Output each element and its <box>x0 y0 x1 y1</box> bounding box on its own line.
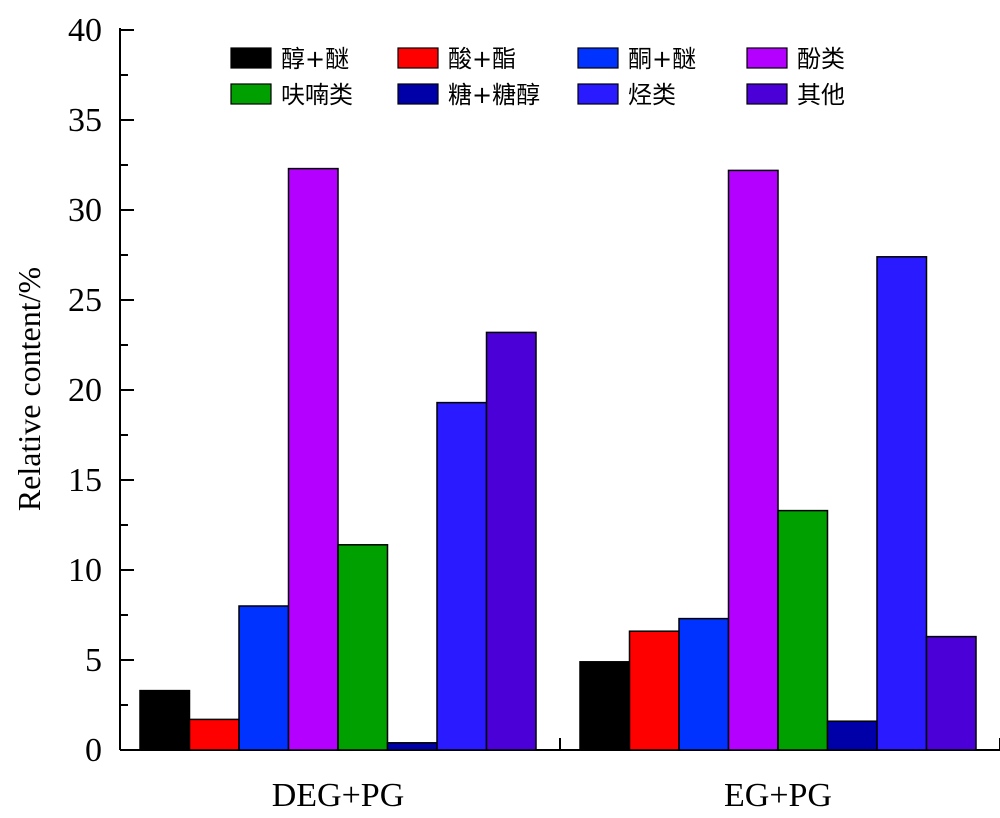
bar-6-1 <box>386 742 438 751</box>
y-tick-label: 0 <box>85 732 102 769</box>
y-tick-label: 20 <box>68 372 102 409</box>
y-tick-label: 10 <box>68 552 102 589</box>
y-tick-label: 15 <box>68 462 102 499</box>
x-category-label: EG+PG <box>724 777 832 814</box>
legend-swatch <box>230 47 272 69</box>
bar-5-1 <box>337 544 389 751</box>
legend-swatch <box>577 83 619 105</box>
legend-label: 烃类 <box>628 81 676 109</box>
bar-4-1 <box>287 167 339 751</box>
bar-8-1 <box>485 331 537 751</box>
legend-label: 糖+糖醇 <box>448 81 540 109</box>
bar-5-2 <box>777 509 829 751</box>
y-tick-label: 5 <box>85 642 102 679</box>
legend-label: 酸+酯 <box>448 45 516 73</box>
bar-1-1 <box>139 689 191 751</box>
y-tick-label: 35 <box>68 102 102 139</box>
legend-label: 呋喃类 <box>281 81 353 109</box>
category-labels: DEG+PG EG+PG <box>119 738 1000 814</box>
legend-label: 酚类 <box>797 45 845 73</box>
bar-2-1 <box>188 718 240 751</box>
legend-swatch <box>230 83 272 105</box>
bar-4-2 <box>727 169 779 751</box>
bar-2-2 <box>628 630 680 751</box>
legend-label: 醇+醚 <box>281 45 349 73</box>
y-tick-label: 40 <box>68 12 102 49</box>
y-axis-title: Relative content/% <box>11 267 47 511</box>
legend-swatch <box>746 47 788 69</box>
bar-3-2 <box>678 617 730 751</box>
y-tick-label: 30 <box>68 192 102 229</box>
y-ticks: 0 5 10 15 20 25 30 35 40 <box>68 12 134 769</box>
legend-label: 酮+醚 <box>628 45 696 73</box>
bars <box>139 167 977 751</box>
legend-swatch <box>577 47 619 69</box>
bar-7-2 <box>876 256 928 751</box>
y-tick-label: 25 <box>68 282 102 319</box>
legend-label: 其他 <box>797 81 845 109</box>
x-category-label: DEG+PG <box>272 777 405 814</box>
bar-3-1 <box>238 605 290 751</box>
bar-7-1 <box>436 401 488 751</box>
bar-6-2 <box>826 720 878 751</box>
legend-swatch <box>746 83 788 105</box>
legend-swatch <box>397 47 439 69</box>
bar-8-2 <box>925 635 977 751</box>
bar-1-2 <box>579 661 631 751</box>
legend-swatch <box>397 83 439 105</box>
